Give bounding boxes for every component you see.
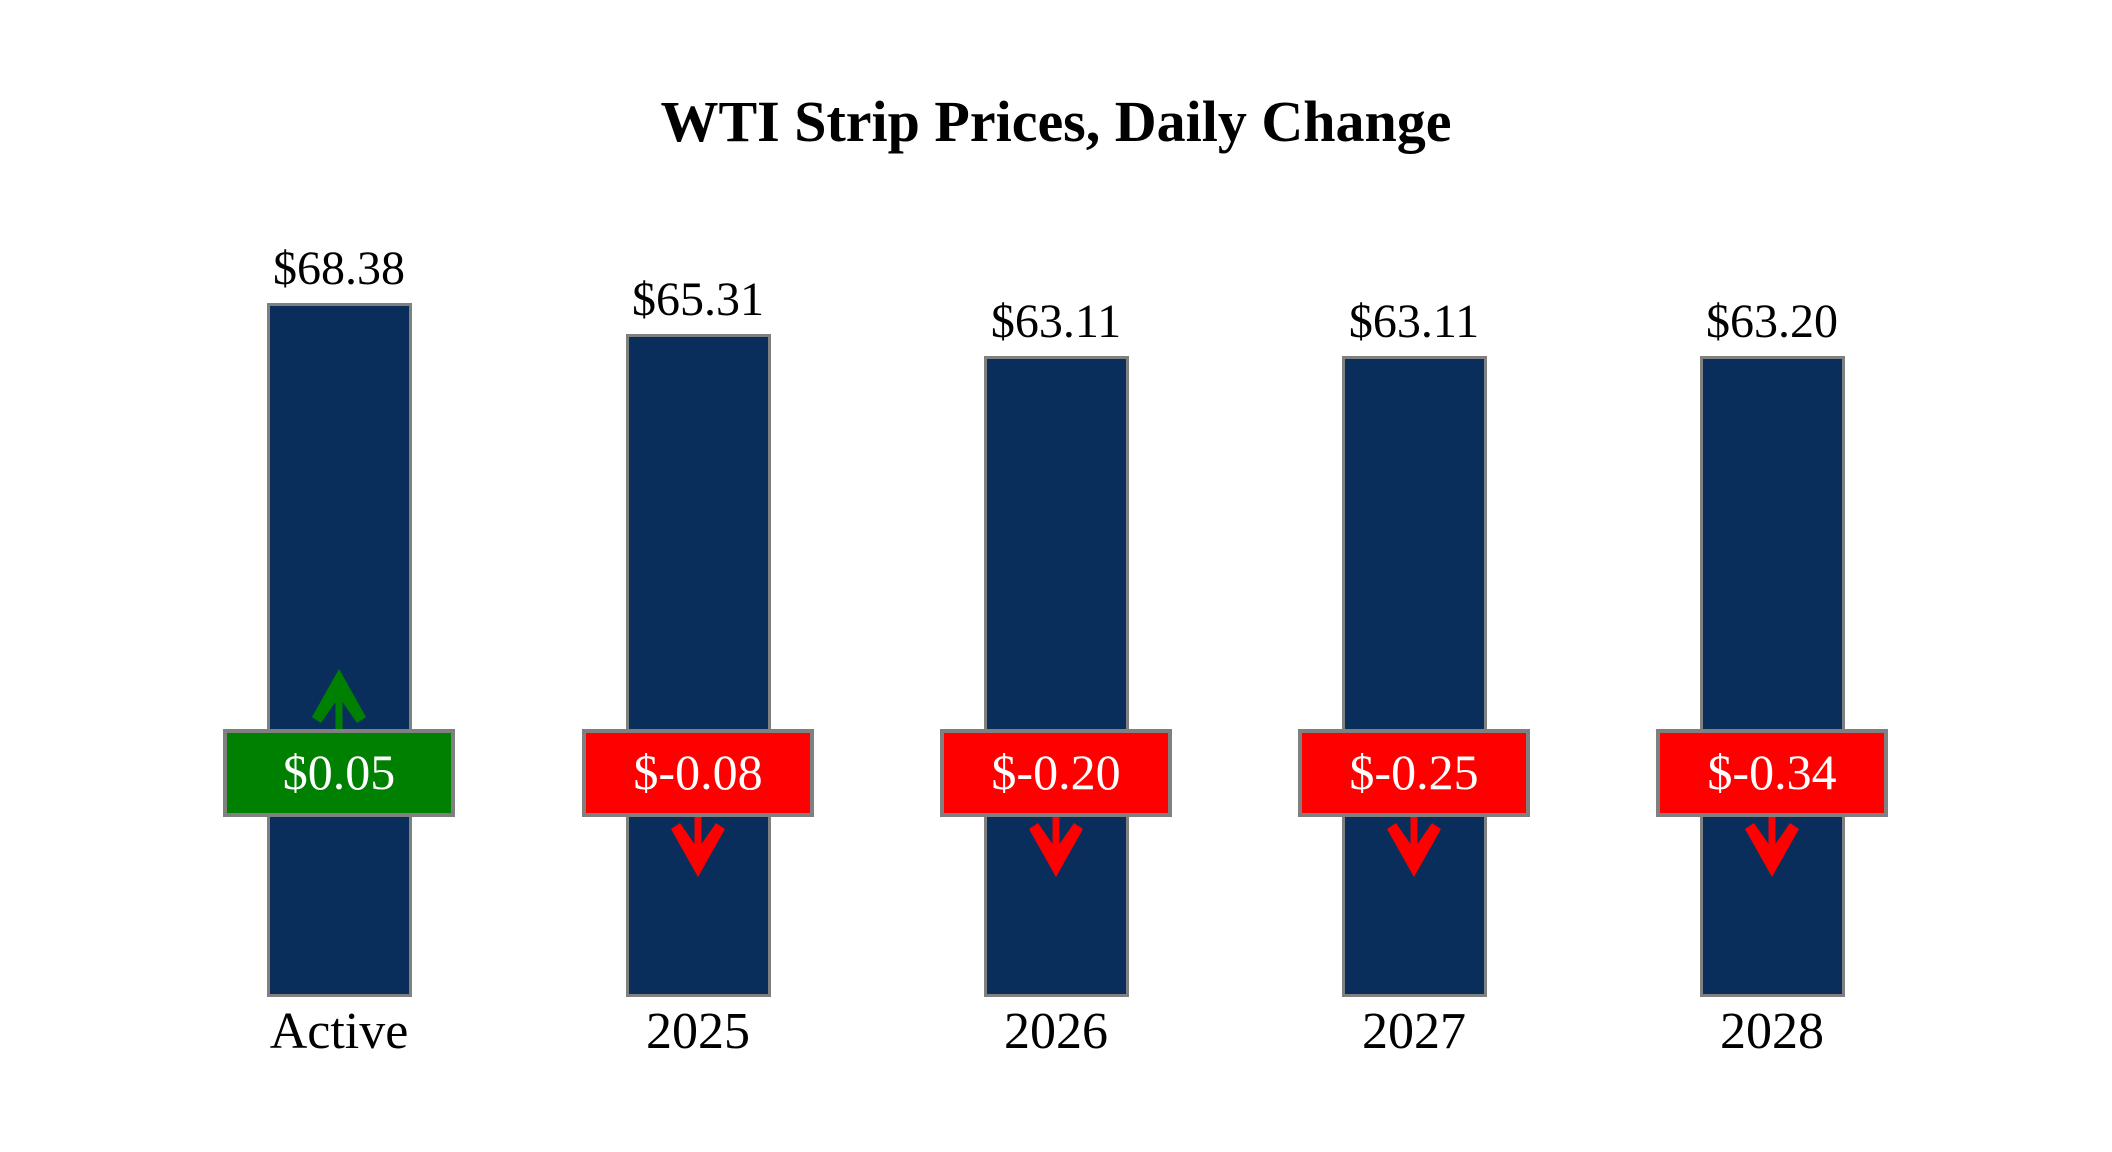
change-badge: $-0.25 [1298,729,1530,817]
bar [1699,356,1845,997]
category-label: 2026 [1004,1003,1108,1060]
bar-column-2026: $63.11 $-0.20 2026 [877,0,1235,1152]
down-arrow-icon [671,815,725,877]
bar-column-2027: $63.11 $-0.25 2027 [1235,0,1593,1152]
bar-column-active: $68.38 $0.05 Active [160,0,518,1152]
price-label: $68.38 [273,242,405,295]
category-label: 2028 [1720,1003,1824,1060]
category-label: 2025 [646,1003,750,1060]
change-badge: $-0.34 [1656,729,1888,817]
bar [1341,356,1487,997]
bar-column-2028: $63.20 $-0.34 2028 [1593,0,1951,1152]
price-label: $63.20 [1706,295,1838,348]
down-arrow-icon [1029,815,1083,877]
chart-title: WTI Strip Prices, Daily Change [660,89,1452,154]
price-label: $65.31 [632,273,764,326]
down-arrow-icon [1387,815,1441,877]
price-label: $63.11 [990,295,1122,348]
category-label: Active [269,1003,409,1060]
category-label: 2027 [1362,1003,1466,1060]
change-badge: $0.05 [223,729,455,817]
bar [625,334,771,997]
change-badge: $-0.08 [582,729,814,817]
down-arrow-icon [1745,815,1799,877]
bar [266,303,412,997]
bar [983,356,1129,997]
bar-column-2025: $65.31 $-0.08 2025 [519,0,877,1152]
up-arrow-icon [312,669,366,731]
price-label: $63.11 [1348,295,1480,348]
change-badge: $-0.20 [940,729,1172,817]
